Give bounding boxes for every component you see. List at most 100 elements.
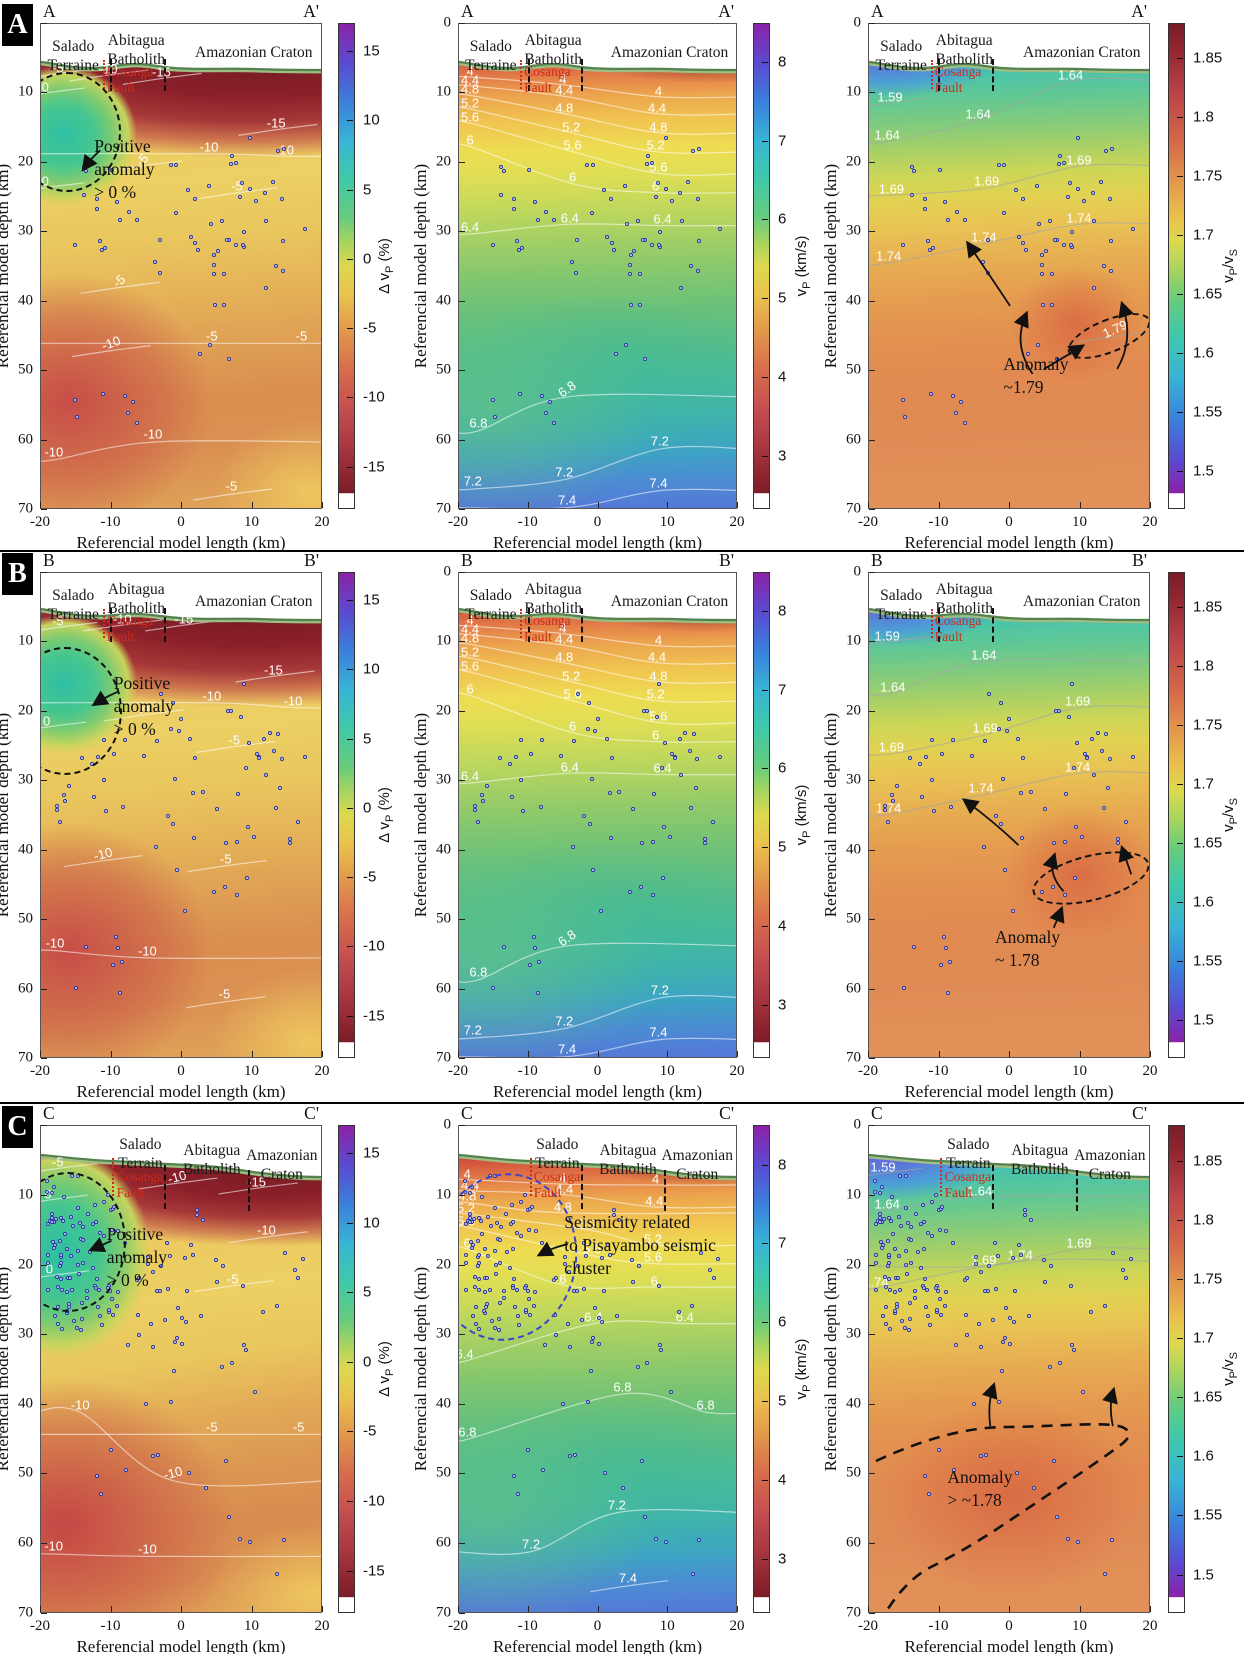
earthquake-dot	[986, 1288, 991, 1293]
earthquake-dot	[208, 221, 213, 226]
x-tick-label: 20	[729, 514, 745, 530]
earthquake-dot	[873, 1178, 878, 1183]
x-tick-mark	[458, 1051, 459, 1057]
earthquake-dot	[222, 885, 227, 890]
earthquake-dot	[1101, 263, 1106, 268]
earthquake-dot	[703, 841, 708, 846]
terrain-label-line: Amazonian Craton	[610, 44, 729, 62]
earthquake-dot	[226, 709, 231, 714]
colorbar-title-segment: v	[1220, 824, 1237, 832]
colorbar-tick-label: 1.75	[1193, 1270, 1223, 1288]
contour-label: 6.8	[469, 964, 488, 980]
earthquake-dot	[592, 1306, 597, 1311]
earthquake-dot	[101, 778, 106, 783]
earthquake-dot	[921, 1286, 926, 1291]
earthquake-dot	[946, 990, 951, 995]
y-tick-mark	[41, 231, 47, 233]
earthquake-dot	[1004, 1306, 1009, 1311]
x-tick-label: -10	[100, 514, 121, 530]
section-letter-right: C'	[719, 1103, 734, 1123]
earthquake-dot	[974, 1254, 979, 1259]
contour-label: 7.2	[521, 1536, 541, 1552]
y-tick-label: 50	[436, 1464, 451, 1481]
earthquake-dot	[691, 148, 696, 153]
earthquake-dot	[1023, 1213, 1028, 1218]
earthquake-dot	[878, 1212, 883, 1217]
earthquake-dot	[571, 738, 576, 743]
x-tick-mark	[251, 1606, 253, 1612]
earthquake-dot	[979, 1344, 984, 1349]
earthquake-dot	[174, 867, 179, 872]
y-tick-label: 40	[846, 292, 861, 308]
earthquake-dot	[978, 1270, 983, 1275]
earthquake-dot	[663, 135, 668, 140]
y-tick-label: 40	[436, 292, 451, 308]
earthquake-dot	[635, 219, 640, 224]
colorbar-tick-mark	[1177, 117, 1183, 119]
y-tick-mark	[459, 161, 465, 163]
colorbar-tick-label: 1.6	[1193, 1447, 1214, 1465]
earthquake-dot	[260, 1309, 265, 1314]
earthquake-dot	[884, 1321, 889, 1326]
earthquake-dot	[501, 945, 506, 950]
earthquake-dot	[1040, 262, 1045, 267]
earthquake-dot	[951, 394, 956, 399]
earthquake-dot	[995, 1253, 1000, 1258]
earthquake-dot	[296, 1275, 301, 1280]
earthquake-dot	[73, 985, 78, 990]
y-tick-label: 20	[436, 1256, 451, 1273]
colorbar-tick-label: 0	[363, 1353, 372, 1371]
earthquake-dot	[528, 1313, 533, 1318]
colorbar-tick-label: 8	[778, 53, 787, 71]
earthquake-dot	[242, 229, 247, 234]
section-letter-right: A'	[1131, 1, 1147, 21]
earthquake-dot	[591, 1335, 596, 1340]
y-tick-mark	[869, 1473, 875, 1475]
y-tick-label: 20	[18, 1256, 33, 1273]
earthquake-dot	[1082, 752, 1087, 756]
y-tick-mark	[459, 509, 465, 510]
earthquake-dot	[507, 762, 512, 767]
earthquake-dot	[75, 415, 80, 419]
y-tick-label: 40	[436, 1395, 451, 1412]
y-tick-label: 60	[436, 1534, 451, 1551]
earthquake-dot	[672, 755, 677, 760]
colorbar-vpvs	[1168, 572, 1185, 1058]
y-tick-label: 30	[18, 771, 33, 788]
colorbar-title-segment: /v	[1220, 256, 1237, 269]
x-tick-mark	[868, 1606, 869, 1612]
y-tick-mark	[459, 1264, 465, 1266]
colorbar-title-segment: (%)	[376, 787, 393, 815]
fault-label-line: Fault	[934, 79, 963, 95]
earthquake-dot	[678, 191, 683, 196]
earthquake-dot	[1076, 1540, 1081, 1544]
earthquake-dot	[696, 239, 701, 243]
earthquake-dot	[528, 751, 533, 756]
x-tick-mark	[181, 502, 182, 508]
terrain-label-line: Craton	[1088, 1166, 1131, 1184]
row-separator	[0, 550, 1244, 552]
contour-label: 1.74	[1066, 210, 1092, 226]
contour-label: -10	[99, 333, 123, 354]
earthquake-dot	[263, 772, 268, 777]
earthquake-dot	[511, 197, 516, 202]
colorbar-title: Δ vP (%)	[376, 787, 396, 843]
anomaly-ellipse	[1061, 303, 1149, 368]
colorbar-title-segment: Δ	[376, 829, 393, 843]
earthquake-dot	[601, 187, 606, 192]
colorbar-tick-mark	[762, 689, 768, 691]
earthquake-dot	[649, 160, 654, 165]
earthquake-dot	[609, 197, 614, 202]
earthquake-dot	[179, 716, 184, 721]
x-tick-label: -10	[517, 1618, 538, 1634]
colorbar-dvp	[338, 572, 355, 1058]
earthquake-dot	[663, 186, 668, 191]
earthquake-dot	[79, 1316, 84, 1321]
colorbar-tick-mark	[1177, 235, 1183, 237]
x-tick-label: -10	[928, 1618, 949, 1634]
contour-label: 6.4	[461, 219, 480, 235]
earthquake-dot	[1102, 1304, 1107, 1309]
earthquake-dot	[929, 1234, 934, 1239]
earthquake-dot	[985, 271, 990, 276]
earthquake-dot	[889, 1194, 894, 1199]
